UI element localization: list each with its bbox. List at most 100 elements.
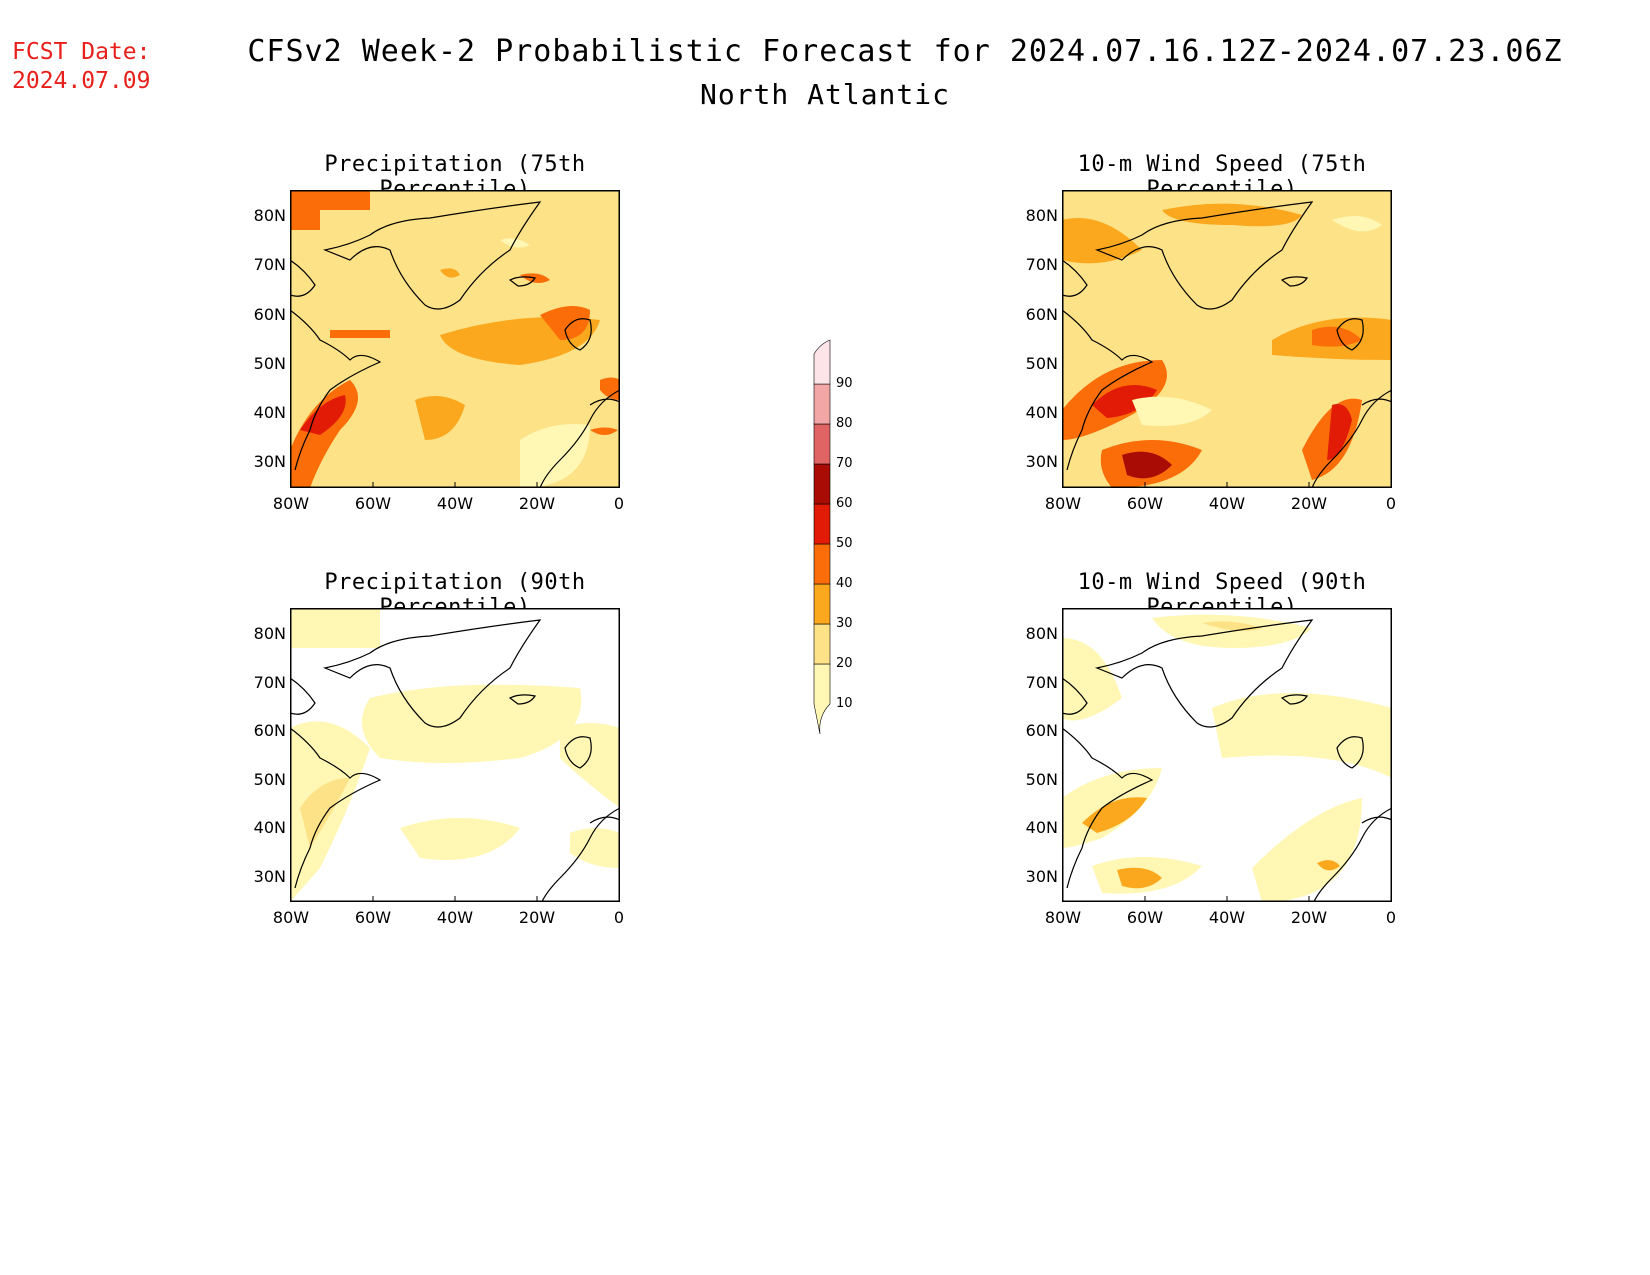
field-contour (500, 238, 530, 248)
colorbar (813, 339, 831, 735)
lon-label: 0 (613, 908, 625, 927)
field-contour (1212, 693, 1392, 778)
field-contour (560, 723, 620, 808)
lat-label: 40N (1025, 403, 1058, 423)
lon-label: 60W (354, 494, 392, 513)
lat-label: 70N (1025, 255, 1058, 275)
colorbar-swatch (813, 583, 831, 625)
lon-label: 80W (1044, 908, 1082, 927)
field-contour (590, 427, 618, 435)
lon-label: 20W (518, 908, 556, 927)
coastline (1361, 816, 1392, 824)
colorbar-label: 20 (836, 656, 853, 671)
lon-label: 60W (354, 908, 392, 927)
lat-label: 40N (1025, 818, 1058, 838)
field-contour (540, 306, 590, 340)
colorbar-swatch (813, 423, 831, 465)
coastline (1062, 259, 1088, 297)
field-contour (600, 377, 620, 400)
lat-label: 80N (253, 624, 286, 643)
colorbar-swatch (813, 663, 831, 735)
field-contour (415, 396, 465, 440)
coastline (290, 309, 382, 471)
coastline (322, 619, 542, 728)
lat-label: 60N (1025, 721, 1058, 741)
field-contour (1312, 326, 1362, 347)
lat-label: 70N (1025, 672, 1058, 692)
field-contour (1082, 797, 1147, 833)
panel-title-wind-75: 10-m Wind Speed (75th Percentile) (1077, 152, 1367, 202)
coastline (1361, 398, 1392, 406)
colorbar-label: 10 (836, 696, 853, 711)
map-wind-90 (1062, 608, 1392, 902)
main-title-text: CFSv2 Week-2 Probabilistic Forecast for … (247, 34, 1563, 69)
colorbar-label: 70 (836, 456, 853, 471)
lon-label: 0 (1385, 908, 1397, 927)
lon-label: 0 (613, 494, 625, 513)
lat-label: 40N (253, 818, 286, 838)
lon-label: 60W (1126, 908, 1164, 927)
coastline (541, 807, 620, 902)
lon-label: 80W (1044, 494, 1082, 513)
colorbar-swatch (813, 543, 831, 585)
lat-label: 30N (1025, 452, 1058, 472)
lat-label: 60N (253, 721, 286, 741)
field-contour (1062, 218, 1142, 264)
lat-label: 30N (253, 866, 286, 886)
lon-label: 40W (436, 494, 474, 513)
coastline (1280, 276, 1308, 287)
coastline (1094, 619, 1314, 728)
colorbar-swatch (813, 463, 831, 505)
lat-label: 80N (1025, 206, 1058, 225)
coastline (290, 727, 382, 889)
field-contour (362, 684, 582, 763)
field-contour (290, 608, 380, 648)
lat-label: 50N (1025, 353, 1058, 373)
lat-label: 40N (253, 403, 286, 423)
field-contour (400, 818, 520, 860)
lon-label: 20W (1290, 494, 1328, 513)
coastline (1094, 201, 1314, 310)
coastline (1311, 389, 1392, 488)
fcst-label: FCST Date: (12, 39, 151, 65)
lon-label: 20W (1290, 908, 1328, 927)
coastline (1280, 694, 1308, 705)
lat-label: 60N (1025, 304, 1058, 324)
lat-label: 70N (253, 672, 286, 692)
colorbar-swatch (813, 503, 831, 545)
colorbar-label: 60 (836, 496, 853, 511)
field-contour (440, 268, 460, 278)
lat-label: 50N (1025, 769, 1058, 789)
coastline (1062, 309, 1154, 471)
lon-label: 80W (272, 494, 310, 513)
lon-label: 80W (272, 908, 310, 927)
field-contour (290, 190, 370, 230)
lat-label: 80N (253, 206, 286, 225)
field-contour (1062, 638, 1122, 721)
field-contour (1332, 216, 1382, 232)
lon-label: 20W (518, 494, 556, 513)
map-precip-90 (290, 608, 620, 902)
field-contour (1162, 203, 1302, 227)
fcst-date: 2024.07.09 (12, 68, 151, 94)
colorbar-label: 50 (836, 536, 853, 551)
field-contour (1317, 860, 1340, 871)
field-contour (1327, 404, 1352, 460)
field-contour (1132, 396, 1212, 426)
colorbar-swatch (813, 339, 831, 385)
coastline (290, 259, 316, 297)
coastline (1336, 736, 1364, 769)
colorbar-label: 40 (836, 576, 853, 591)
coastline (322, 201, 542, 310)
lat-label: 70N (253, 255, 286, 275)
lon-label: 40W (436, 908, 474, 927)
coastline (564, 736, 592, 769)
lat-label: 80N (1025, 624, 1058, 643)
coastline (539, 389, 620, 488)
field-contour (1117, 867, 1162, 889)
colorbar-swatch (813, 383, 831, 425)
field-contour (520, 424, 590, 488)
coastline (1313, 807, 1392, 902)
coastline (508, 276, 536, 287)
lat-label: 60N (253, 304, 286, 324)
